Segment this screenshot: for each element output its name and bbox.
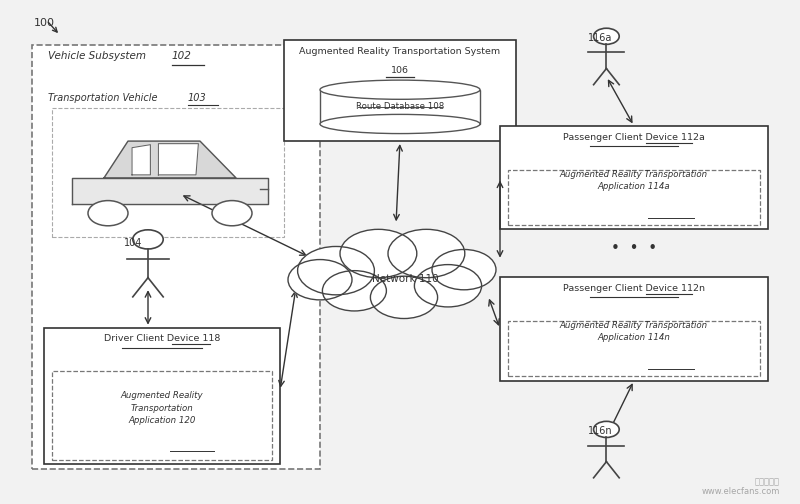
Polygon shape (158, 144, 198, 175)
Polygon shape (132, 145, 150, 175)
Circle shape (340, 229, 417, 278)
Text: Augmented Reality Transportation
Application 114a: Augmented Reality Transportation Applica… (560, 170, 708, 191)
Text: Passenger Client Device 112n: Passenger Client Device 112n (563, 284, 705, 293)
Circle shape (594, 421, 619, 437)
FancyBboxPatch shape (508, 321, 760, 376)
Circle shape (432, 249, 496, 290)
Text: 103: 103 (188, 93, 206, 103)
Text: Route Database 108: Route Database 108 (356, 102, 444, 111)
Text: Network 110: Network 110 (372, 274, 439, 284)
FancyBboxPatch shape (44, 328, 280, 464)
Text: Augmented Reality Transportation
Application 114n: Augmented Reality Transportation Applica… (560, 321, 708, 342)
Circle shape (133, 230, 163, 249)
FancyBboxPatch shape (284, 40, 516, 141)
FancyBboxPatch shape (500, 277, 768, 381)
Text: •  •  •: • • • (611, 241, 657, 256)
Text: Driver Client Device 118: Driver Client Device 118 (104, 334, 220, 343)
Polygon shape (72, 178, 268, 204)
FancyBboxPatch shape (500, 126, 768, 229)
Ellipse shape (320, 80, 480, 99)
Circle shape (370, 276, 438, 319)
Text: Augmented Reality Transportation System: Augmented Reality Transportation System (299, 47, 501, 56)
Text: 100: 100 (34, 18, 54, 28)
FancyBboxPatch shape (32, 45, 320, 469)
Polygon shape (104, 141, 236, 178)
Text: 104: 104 (124, 238, 142, 248)
FancyBboxPatch shape (320, 90, 480, 124)
Text: Passenger Client Device 112a: Passenger Client Device 112a (563, 133, 705, 142)
Circle shape (388, 229, 465, 278)
Circle shape (298, 246, 374, 295)
Text: 106: 106 (391, 66, 409, 75)
Text: 116n: 116n (588, 426, 613, 436)
Circle shape (288, 260, 352, 300)
Ellipse shape (320, 114, 480, 134)
Circle shape (88, 201, 128, 226)
FancyBboxPatch shape (52, 371, 272, 460)
Circle shape (594, 28, 619, 44)
Circle shape (322, 271, 386, 311)
Text: 116a: 116a (588, 33, 612, 43)
Circle shape (414, 265, 482, 307)
Text: 102: 102 (172, 51, 192, 61)
FancyBboxPatch shape (508, 170, 760, 225)
Text: 电子发烧友
www.elecfans.com: 电子发烧友 www.elecfans.com (702, 477, 780, 496)
Text: Vehicle Subsystem: Vehicle Subsystem (48, 51, 150, 61)
Text: Augmented Reality
Transportation
Application 120: Augmented Reality Transportation Applica… (121, 391, 203, 425)
FancyBboxPatch shape (52, 108, 284, 237)
Circle shape (212, 201, 252, 226)
Text: Transportation Vehicle: Transportation Vehicle (48, 93, 161, 103)
